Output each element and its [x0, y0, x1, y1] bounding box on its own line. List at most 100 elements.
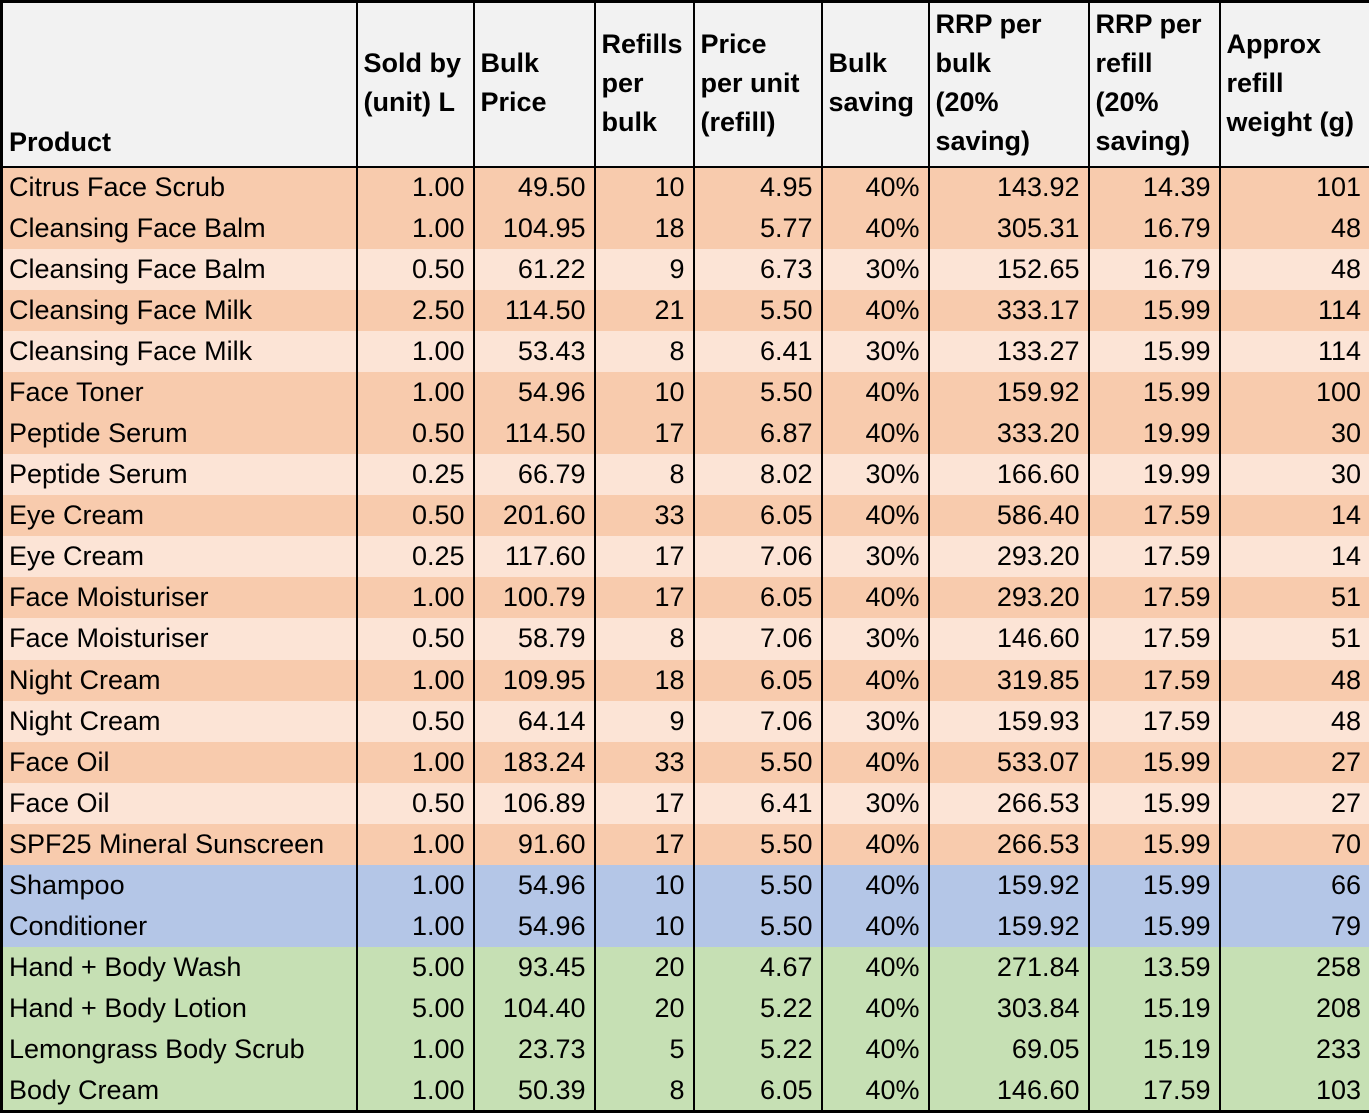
- cell-sold-by-unit[interactable]: 0.50: [355, 495, 474, 537]
- cell-rrp-per-bulk[interactable]: 586.40: [927, 495, 1089, 537]
- cell-refills-per-bulk[interactable]: 8: [593, 618, 694, 660]
- cell-product[interactable]: Citrus Face Scrub: [9, 172, 226, 203]
- cell-refill-weight[interactable]: 14: [1218, 536, 1369, 578]
- cell-refill-weight[interactable]: 27: [1218, 741, 1369, 783]
- cell-sold-by-unit[interactable]: 2.50: [355, 289, 474, 331]
- cell-bulk-saving[interactable]: 40%: [820, 577, 929, 619]
- cell-price-per-refill[interactable]: 6.05: [692, 495, 822, 537]
- cell-sold-by-unit[interactable]: 0.50: [355, 413, 474, 455]
- cell-bulk-price[interactable]: 104.40: [472, 988, 595, 1030]
- cell-rrp-per-refill[interactable]: 15.99: [1087, 905, 1220, 948]
- cell-rrp-per-refill[interactable]: 17.59: [1087, 536, 1220, 578]
- cell-sold-by-unit[interactable]: 1.00: [355, 207, 474, 249]
- cell-price-per-refill[interactable]: 6.41: [692, 330, 822, 372]
- cell-price-per-refill[interactable]: 5.50: [692, 741, 822, 783]
- cell-bulk-price[interactable]: 50.39: [472, 1070, 595, 1112]
- cell-refills-per-bulk[interactable]: 8: [593, 330, 694, 372]
- column-header-price-per-refill[interactable]: Price per unit (refill): [692, 1, 822, 168]
- cell-price-per-refill[interactable]: 5.50: [692, 289, 822, 331]
- cell-rrp-per-refill[interactable]: 15.99: [1087, 741, 1220, 783]
- cell-price-per-refill[interactable]: 6.87: [692, 413, 822, 455]
- cell-bulk-price[interactable]: 58.79: [472, 618, 595, 660]
- cell-refill-weight[interactable]: 114: [1218, 330, 1369, 372]
- cell-product[interactable]: Cleansing Face Balm: [9, 212, 266, 243]
- cell-rrp-per-bulk[interactable]: 305.31: [927, 207, 1089, 249]
- cell-price-per-refill[interactable]: 5.77: [692, 207, 822, 249]
- cell-refills-per-bulk[interactable]: 33: [593, 495, 694, 537]
- cell-rrp-per-refill[interactable]: 19.99: [1087, 413, 1220, 455]
- cell-rrp-per-bulk[interactable]: 271.84: [927, 947, 1089, 989]
- cell-bulk-price[interactable]: 54.96: [472, 905, 595, 948]
- cell-refill-weight[interactable]: 30: [1218, 454, 1369, 496]
- cell-bulk-price[interactable]: 54.96: [472, 371, 595, 414]
- cell-rrp-per-bulk[interactable]: 69.05: [927, 1029, 1089, 1071]
- cell-rrp-per-bulk[interactable]: 266.53: [927, 823, 1089, 865]
- cell-sold-by-unit[interactable]: 1.00: [355, 166, 474, 208]
- column-header-bulk-saving[interactable]: Bulk saving: [820, 1, 929, 168]
- cell-refill-weight[interactable]: 48: [1218, 659, 1369, 701]
- cell-refills-per-bulk[interactable]: 17: [593, 536, 694, 578]
- cell-product[interactable]: SPF25 Mineral Sunscreen: [9, 828, 325, 859]
- cell-refills-per-bulk[interactable]: 9: [593, 700, 694, 742]
- cell-refill-weight[interactable]: 258: [1218, 947, 1369, 989]
- cell-bulk-price[interactable]: 49.50: [472, 166, 595, 208]
- cell-rrp-per-bulk[interactable]: 146.60: [927, 1070, 1089, 1112]
- cell-bulk-price[interactable]: 23.73: [472, 1029, 595, 1071]
- cell-sold-by-unit[interactable]: 1.00: [355, 823, 474, 865]
- cell-product[interactable]: Peptide Serum: [9, 459, 188, 490]
- cell-bulk-saving[interactable]: 40%: [820, 289, 929, 331]
- cell-rrp-per-bulk[interactable]: 266.53: [927, 782, 1089, 824]
- cell-rrp-per-refill[interactable]: 19.99: [1087, 454, 1220, 496]
- cell-refills-per-bulk[interactable]: 33: [593, 741, 694, 783]
- cell-price-per-refill[interactable]: 5.22: [692, 1029, 822, 1071]
- cell-product[interactable]: Shampoo: [9, 869, 125, 900]
- cell-refill-weight[interactable]: 51: [1218, 618, 1369, 660]
- cell-bulk-price[interactable]: 104.95: [472, 207, 595, 249]
- cell-rrp-per-refill[interactable]: 15.99: [1087, 823, 1220, 865]
- cell-sold-by-unit[interactable]: 0.25: [355, 454, 474, 496]
- cell-rrp-per-bulk[interactable]: 159.92: [927, 864, 1089, 906]
- cell-refill-weight[interactable]: 79: [1218, 905, 1369, 948]
- cell-bulk-price[interactable]: 106.89: [472, 782, 595, 824]
- cell-product[interactable]: Face Toner: [9, 376, 144, 407]
- cell-sold-by-unit[interactable]: 1.00: [355, 577, 474, 619]
- cell-price-per-refill[interactable]: 5.50: [692, 823, 822, 865]
- cell-refills-per-bulk[interactable]: 10: [593, 166, 694, 208]
- cell-refills-per-bulk[interactable]: 18: [593, 207, 694, 249]
- cell-product[interactable]: Hand + Body Wash: [9, 952, 242, 983]
- cell-refills-per-bulk[interactable]: 10: [593, 905, 694, 948]
- cell-sold-by-unit[interactable]: 1.00: [355, 659, 474, 701]
- cell-refills-per-bulk[interactable]: 8: [593, 454, 694, 496]
- cell-price-per-refill[interactable]: 5.22: [692, 988, 822, 1030]
- cell-bulk-saving[interactable]: 40%: [820, 1029, 929, 1071]
- cell-price-per-refill[interactable]: 8.02: [692, 454, 822, 496]
- cell-bulk-saving[interactable]: 40%: [820, 988, 929, 1030]
- cell-bulk-saving[interactable]: 40%: [820, 166, 929, 208]
- cell-refills-per-bulk[interactable]: 5: [593, 1029, 694, 1071]
- cell-rrp-per-refill[interactable]: 15.99: [1087, 330, 1220, 372]
- cell-bulk-saving[interactable]: 30%: [820, 536, 929, 578]
- cell-rrp-per-refill[interactable]: 16.79: [1087, 207, 1220, 249]
- cell-refills-per-bulk[interactable]: 9: [593, 248, 694, 290]
- cell-price-per-refill[interactable]: 7.06: [692, 536, 822, 578]
- cell-bulk-price[interactable]: 64.14: [472, 700, 595, 742]
- cell-rrp-per-refill[interactable]: 17.59: [1087, 659, 1220, 701]
- cell-sold-by-unit[interactable]: 1.00: [355, 905, 474, 948]
- cell-bulk-price[interactable]: 201.60: [472, 495, 595, 537]
- column-header-bulk-price[interactable]: Bulk Price: [472, 1, 595, 168]
- cell-rrp-per-bulk[interactable]: 293.20: [927, 577, 1089, 619]
- cell-sold-by-unit[interactable]: 1.00: [355, 1029, 474, 1071]
- cell-rrp-per-refill[interactable]: 15.99: [1087, 289, 1220, 331]
- cell-refills-per-bulk[interactable]: 10: [593, 864, 694, 906]
- cell-refills-per-bulk[interactable]: 18: [593, 659, 694, 701]
- cell-bulk-price[interactable]: 91.60: [472, 823, 595, 865]
- cell-refill-weight[interactable]: 233: [1218, 1029, 1369, 1071]
- cell-rrp-per-refill[interactable]: 17.59: [1087, 577, 1220, 619]
- cell-rrp-per-refill[interactable]: 17.59: [1087, 700, 1220, 742]
- cell-price-per-refill[interactable]: 7.06: [692, 618, 822, 660]
- cell-bulk-price[interactable]: 93.45: [472, 947, 595, 989]
- column-header-rrp-per-bulk[interactable]: RRP per bulk (20% saving): [927, 1, 1089, 168]
- cell-bulk-saving[interactable]: 30%: [820, 248, 929, 290]
- cell-product[interactable]: Eye Cream: [9, 541, 145, 572]
- cell-rrp-per-bulk[interactable]: 333.20: [927, 413, 1089, 455]
